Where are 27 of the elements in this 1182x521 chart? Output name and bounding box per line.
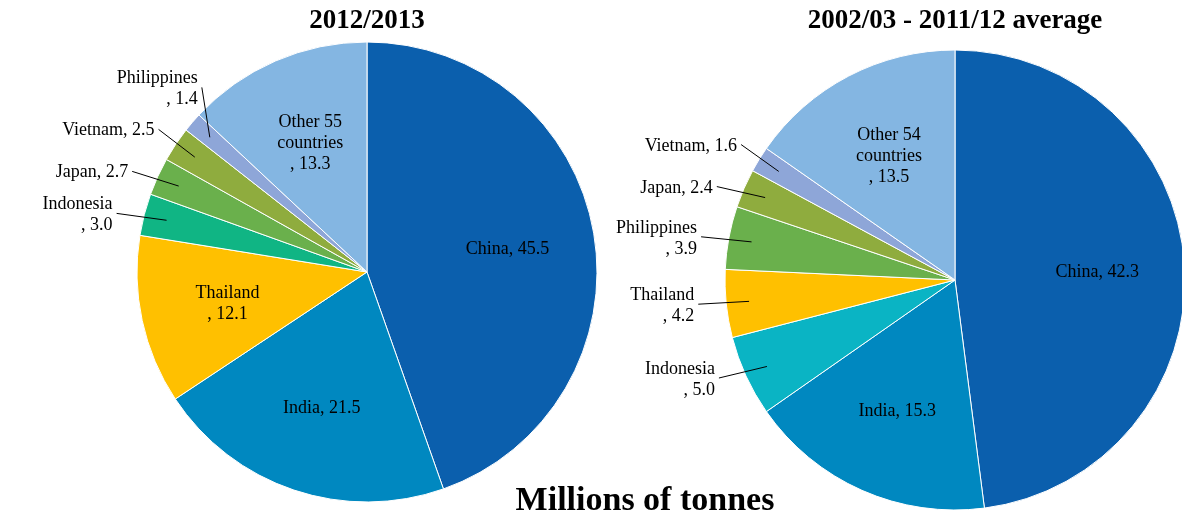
text: Millions of tonnes <box>515 480 775 517</box>
slice-label: Philippines <box>116 67 198 88</box>
slice-label: Philippines <box>616 216 698 237</box>
slice-label: Thailand <box>630 284 695 305</box>
data-label: , 3.0 <box>81 214 113 235</box>
chart-title: 2012/2013 <box>309 4 425 34</box>
slice-label: Indonesia <box>644 358 715 379</box>
data-label: , 4.2 <box>662 305 695 326</box>
data-label: , 3.9 <box>665 237 698 258</box>
data-label: , 1.4 <box>166 88 198 109</box>
slice-label: Other 54 countries <box>856 123 923 165</box>
data-label: , 12.1 <box>207 303 248 324</box>
slice-label: Indonesia <box>42 193 113 214</box>
slice-label: China, 45.5 <box>465 237 550 258</box>
chart-title: 2002/03 - 2011/12 average <box>807 4 1103 34</box>
slice-label: India, 15.3 <box>858 400 937 421</box>
slice-label: China, 42.3 <box>1055 260 1140 281</box>
slice-label: Other 55 countries <box>277 111 344 153</box>
data-label: , 5.0 <box>683 379 715 400</box>
data-label: , 13.5 <box>868 165 910 186</box>
slice-label: Japan, 2.4 <box>640 176 713 197</box>
slice-label: Vietnam, 1.6 <box>644 134 738 155</box>
slice-label: India, 21.5 <box>282 397 361 418</box>
slice-label: Vietnam, 2.5 <box>62 119 155 140</box>
slice-label: Thailand <box>195 282 260 303</box>
slice-label: Japan, 2.7 <box>55 161 129 182</box>
data-label: , 13.3 <box>289 153 331 174</box>
